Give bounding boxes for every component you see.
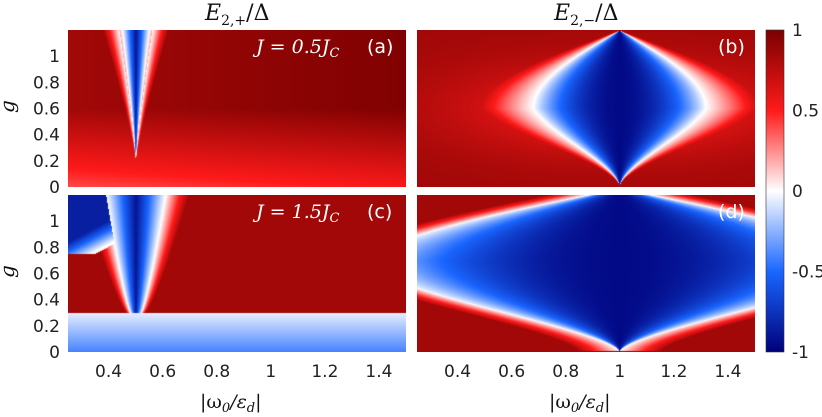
annotation-a: J = 0.5JC <box>252 36 339 61</box>
panel-label-b: (b) <box>718 36 745 58</box>
panel-b <box>417 30 755 187</box>
y-tick-label: 0.6 <box>33 100 60 120</box>
y-tick-label: 0.8 <box>33 73 60 93</box>
y-tick-label: 0.2 <box>33 317 60 337</box>
x-tick-label: 0.4 <box>444 362 471 382</box>
y-axis-label-bottom: g <box>0 265 19 278</box>
panel-a <box>68 30 406 187</box>
x-tick-label: 1.2 <box>311 362 338 382</box>
panel-label-a: (a) <box>367 36 393 58</box>
colorbar-tick-label: -0.5 <box>792 263 822 283</box>
x-tick-label: 0.6 <box>498 362 525 382</box>
title-right: E2,−/Δ <box>553 1 618 29</box>
x-tick-label: 1 <box>265 362 276 382</box>
panel-c <box>68 195 406 352</box>
x-tick-label: 0.8 <box>552 362 579 382</box>
y-tick-label: 0.2 <box>33 152 60 172</box>
annotation-c: J = 1.5JC <box>252 201 339 226</box>
colorbar-tick-label: 0.5 <box>792 102 819 122</box>
x-tick-label: 0.8 <box>203 362 230 382</box>
y-tick-label: 0.6 <box>33 265 60 285</box>
y-tick-label: 0 <box>49 178 60 198</box>
y-axis-label-top: g <box>0 100 19 113</box>
panel-label-d: (d) <box>718 201 745 223</box>
panel-d <box>417 195 755 352</box>
x-tick-label: 1.2 <box>660 362 687 382</box>
x-tick-label: 1.4 <box>714 362 741 382</box>
colorbar-tick-label: 1 <box>792 21 803 41</box>
x-axis-label-left: |ω0/εd| <box>200 391 262 416</box>
axis-ticks: 0 0.2 0.4 0.6 0.8 1 0 0.2 0.4 0.6 0.8 1 0.4 0.6 0.8 1 1.… <box>33 47 742 382</box>
x-axis-label-right: |ω0/εd| <box>549 391 611 416</box>
y-tick-label: 0.4 <box>33 291 60 311</box>
y-tick-label: 1 <box>49 212 60 232</box>
y-tick-label: 0.4 <box>33 126 60 146</box>
x-tick-label: 0.4 <box>95 362 122 382</box>
x-tick-label: 1.4 <box>365 362 392 382</box>
x-tick-label: 1 <box>614 362 625 382</box>
colorbar <box>765 29 785 353</box>
title-left: E2,+/Δ <box>204 1 269 29</box>
panel-label-c: (c) <box>367 201 392 223</box>
y-tick-label: 0 <box>49 343 60 363</box>
y-tick-label: 1 <box>49 47 60 67</box>
x-tick-label: 0.6 <box>149 362 176 382</box>
colorbar-ticks: 1 0.5 0 -0.5 -1 <box>792 21 822 363</box>
y-tick-label: 0.8 <box>33 238 60 258</box>
colorbar-tick-label: 0 <box>792 182 803 202</box>
colorbar-tick-label: -1 <box>792 343 809 363</box>
